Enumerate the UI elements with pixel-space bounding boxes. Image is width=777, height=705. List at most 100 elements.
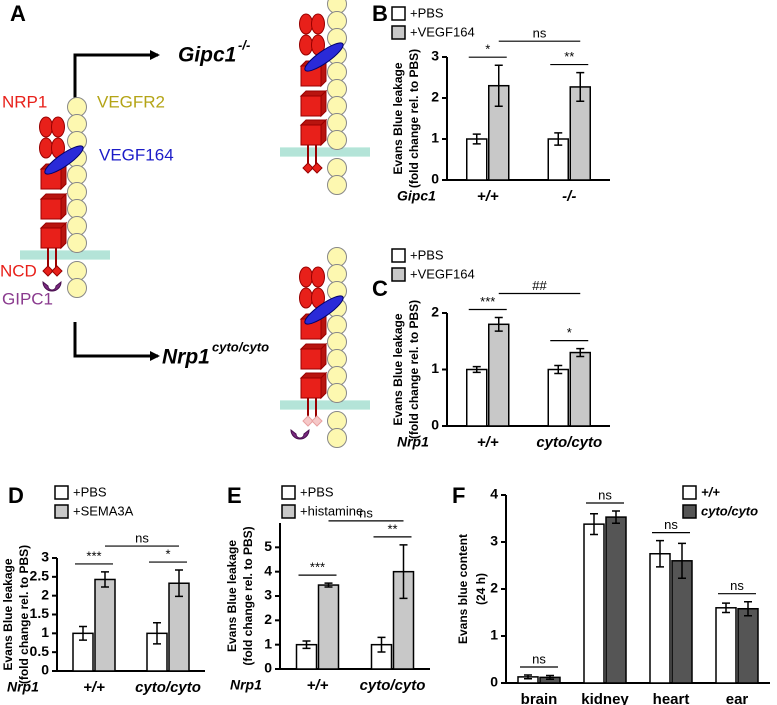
vegfr2-label: VEGFR2	[97, 92, 165, 111]
vegfr2-domain	[327, 332, 347, 352]
y-tick-label: 3	[490, 533, 498, 549]
legend-swatch	[54, 485, 69, 500]
y-tick-label: 0	[41, 662, 49, 678]
vegfr2-domain	[327, 130, 347, 150]
ncd	[311, 162, 323, 174]
panel-letter: F	[452, 483, 465, 508]
significance-label: ***	[86, 548, 101, 563]
vegfr2-domain	[327, 315, 347, 335]
y-tick-label: 3	[431, 48, 439, 64]
x-axis-label: Nrp1	[397, 434, 429, 450]
error-bar	[678, 542, 686, 579]
arrow	[73, 50, 160, 108]
y-axis-label: (fold change rel. to PBS)	[17, 545, 31, 684]
bar	[466, 138, 488, 181]
y-axis-label: Evans blue content	[456, 534, 470, 644]
x-tick-label: +/+	[477, 434, 499, 451]
error-bar	[153, 622, 161, 645]
ncd	[302, 162, 314, 174]
error-bar	[494, 316, 503, 332]
error-bar	[546, 674, 554, 680]
y-tick-label: 2	[264, 611, 272, 627]
x-tick-label: cyto/cyto	[360, 677, 426, 694]
panel-letter: E	[227, 483, 242, 508]
panel-letter: C	[372, 276, 388, 301]
bar	[569, 351, 591, 427]
legend-label: +/+	[701, 484, 720, 499]
legend-label: +PBS	[410, 5, 444, 20]
error-bar	[472, 133, 481, 145]
y-tick-label: 4	[264, 562, 272, 578]
ncd	[51, 265, 63, 277]
gipc1	[42, 280, 62, 292]
vegf164	[304, 42, 344, 72]
y-axis-label: (fold change rel. to PBS)	[407, 49, 421, 188]
significance-label: ***	[310, 560, 325, 575]
receptor	[280, 0, 370, 195]
y-tick-label: 1	[431, 130, 439, 146]
significance-label: ns	[598, 487, 612, 502]
x-tick-label: kidney	[581, 691, 629, 705]
nrp1-domain	[40, 198, 62, 220]
nrp1-a-domain	[311, 13, 325, 35]
legend-label: cyto/cyto	[701, 503, 758, 518]
error-bar	[399, 544, 408, 600]
bar	[671, 560, 693, 684]
y-tick-label: 3	[41, 549, 49, 565]
legend-swatch	[682, 504, 697, 519]
legend-label: +SEMA3A	[73, 503, 134, 518]
error-bar	[656, 539, 664, 568]
error-bar	[576, 347, 585, 358]
y-tick-label: 2.5	[30, 568, 50, 584]
significance-label: ns	[359, 505, 373, 520]
error-bar	[324, 582, 333, 588]
vegfr2-domain	[327, 383, 347, 403]
error-bar	[554, 364, 563, 375]
vegfr2-domain	[327, 158, 347, 178]
y-tick-label: 1.5	[30, 605, 50, 621]
x-axis-label: Nrp1	[230, 677, 262, 693]
significance-label: *	[567, 325, 572, 340]
error-bar	[79, 625, 87, 641]
significance-label: ns	[664, 517, 678, 532]
vegfr2-domain	[67, 278, 87, 298]
y-axis-label: Evans Blue leakage	[1, 558, 15, 670]
nrp1-label: NRP1	[2, 92, 47, 111]
nrp1-domain	[300, 377, 322, 399]
diagram: A Gipc1 -/- Nrp1 cyto/cyto NRP1 VEGFR2 V…	[0, 1, 269, 369]
nrp1-domain	[300, 348, 322, 370]
vegfr2-domain	[327, 366, 347, 386]
vegfr2-domain	[327, 96, 347, 116]
genotype-label: Nrp1	[162, 346, 210, 369]
ncd	[302, 415, 314, 427]
legend-swatch	[391, 25, 406, 40]
legend-swatch	[391, 248, 406, 263]
nrp1-a-domain	[299, 266, 313, 288]
significance-label: ns	[532, 651, 546, 666]
nrp1-a-domain	[311, 266, 325, 288]
bar	[583, 523, 605, 684]
x-tick-label: +/+	[83, 679, 105, 696]
bar	[737, 607, 759, 684]
significance-label: ns	[533, 26, 547, 41]
error-bar	[472, 365, 481, 374]
vegfr2-domain	[327, 175, 347, 195]
vegfr2-domain	[67, 182, 87, 202]
significance-label: **	[387, 521, 397, 536]
x-tick-label: +/+	[307, 677, 329, 694]
nrp1-domain-top	[39, 192, 68, 221]
significance-label: *	[485, 42, 490, 57]
nrp1-a-domain	[299, 13, 313, 35]
bar	[94, 578, 116, 672]
y-axis-label: Evans Blue leakage	[225, 540, 239, 652]
ncd	[42, 265, 54, 277]
vegfr2-domain	[327, 113, 347, 133]
significance-label: **	[564, 49, 574, 64]
error-bar	[302, 640, 311, 650]
error-bar	[377, 636, 386, 653]
y-tick-label: 1	[431, 360, 439, 376]
x-tick-label: heart	[653, 691, 690, 705]
error-bar	[744, 600, 752, 617]
nrp1-domain-top	[299, 342, 328, 371]
